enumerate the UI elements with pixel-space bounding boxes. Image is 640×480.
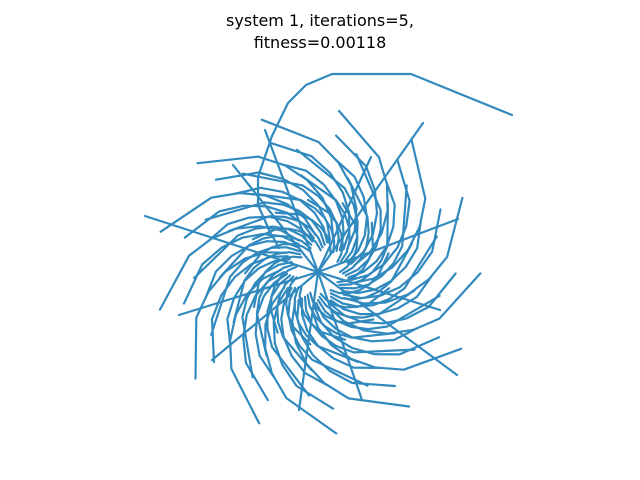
- spiral-arm-segment: [232, 251, 302, 324]
- spiral-arm-segment: [218, 234, 312, 279]
- spiral-arm-segment: [329, 235, 438, 308]
- spiral-arm-segment: [316, 294, 441, 331]
- spiral-arm-segment: [276, 275, 313, 371]
- plot-title-line-2: fitness=0.00118: [253, 33, 387, 52]
- spiral-arm-segment: [318, 289, 416, 319]
- spiral-arm-segment: [309, 291, 375, 325]
- spiral-spoke: [263, 128, 320, 274]
- spiral-arm-segment: [285, 276, 312, 346]
- spiral-arm-segment: [344, 153, 382, 277]
- spiral-arm-segment: [293, 286, 359, 363]
- spiral-spoke: [297, 270, 320, 412]
- spiral-arm-segment: [260, 118, 358, 251]
- spiral-arm-segment: [251, 227, 322, 252]
- spiral-arm-segment: [235, 186, 329, 244]
- spiral-arm-segment: [306, 293, 396, 339]
- spiral-arm-segment: [303, 295, 416, 354]
- spiral-arm-segment: [306, 198, 344, 263]
- spiral-spoke: [177, 270, 320, 317]
- spiral-arm-segment: [298, 285, 347, 341]
- spiral-arm-segment: [257, 193, 336, 254]
- spiral-arm-segment: [340, 184, 408, 290]
- spiral-arm-segment: [252, 255, 303, 308]
- lsystem-strokes: [143, 72, 514, 435]
- spiral-spoke: [316, 270, 442, 312]
- spiral-arm-segment: [241, 261, 293, 379]
- spiral-arm-segment: [255, 263, 296, 357]
- spiral-spoke: [316, 217, 460, 274]
- spiral-spoke: [210, 270, 320, 362]
- spiral-arm-segment: [329, 242, 413, 301]
- spiral-arm-segment: [241, 172, 340, 253]
- spiral-arm-segment: [335, 158, 368, 264]
- plot-title-line-1: system 1, iterations=5,: [226, 11, 414, 30]
- spiral-spoke: [316, 121, 425, 274]
- spiral-arm-segment: [193, 225, 313, 280]
- spiral-arm-segment: [296, 148, 359, 264]
- spiral-spoke: [316, 155, 373, 274]
- spiral-spoke: [316, 270, 364, 402]
- plot-title: system 1, iterations=5, fitness=0.00118: [0, 10, 640, 54]
- spiral-spoke: [143, 214, 320, 274]
- spiral-spoke: [316, 270, 459, 377]
- spiral-arm-segment: [329, 252, 390, 295]
- spiral-arm-segment: [287, 286, 369, 387]
- spiral-spoke: [231, 163, 320, 274]
